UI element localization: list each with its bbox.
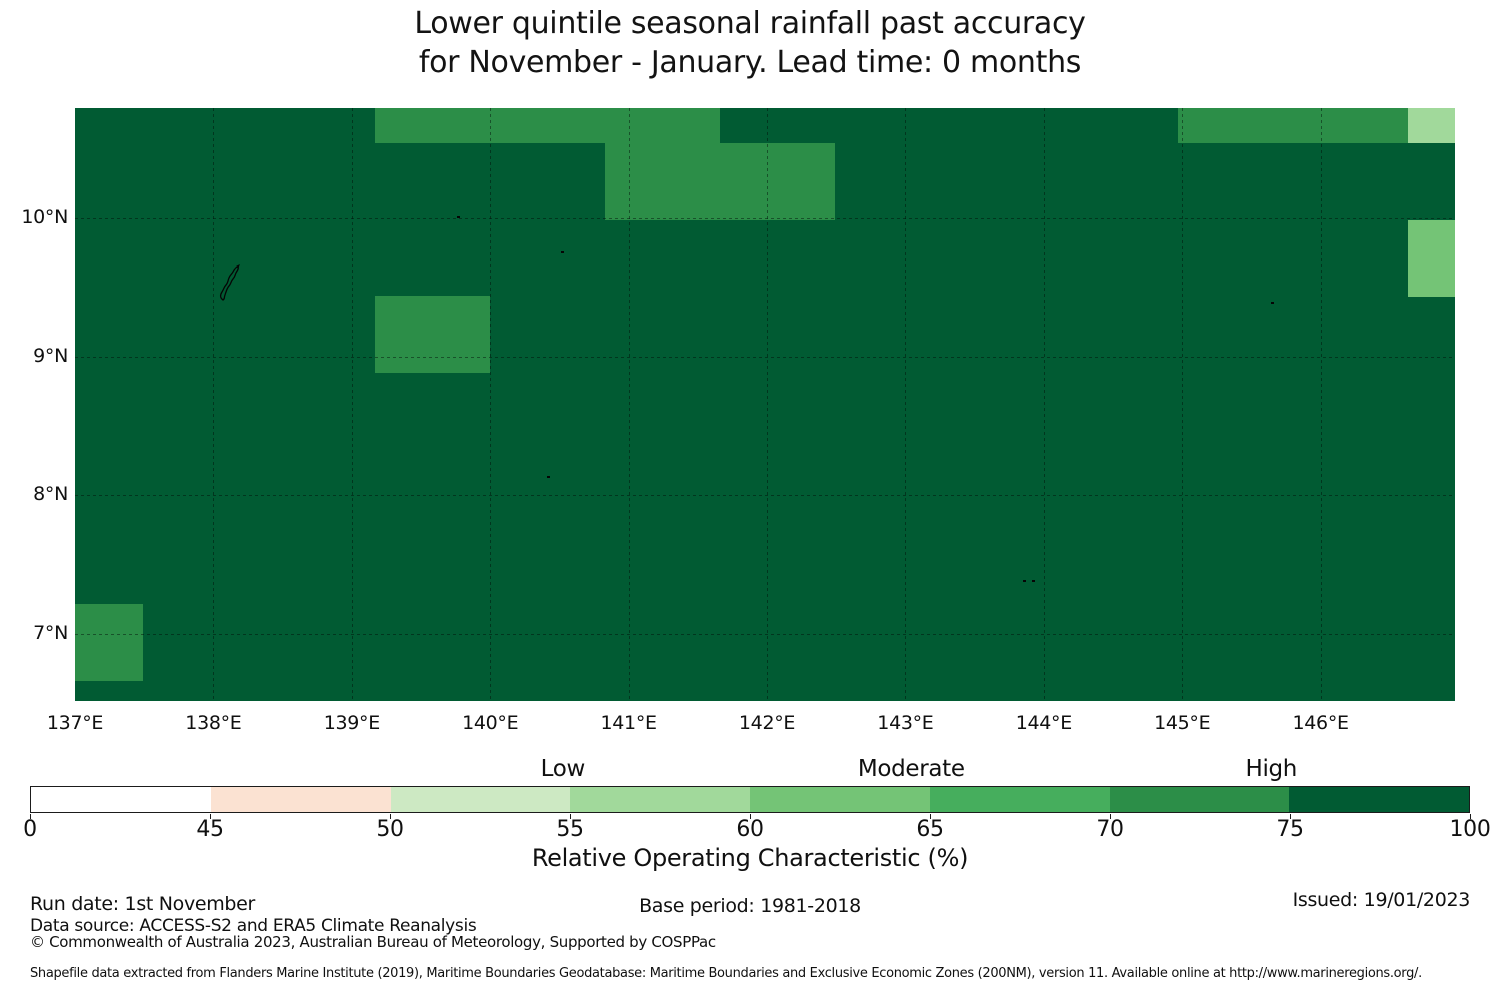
colorbar-tick-label: 65 (916, 817, 944, 842)
yap-island-outline (219, 264, 240, 301)
roc-map (75, 108, 1455, 701)
x-tick-label: 144°E (1015, 712, 1072, 734)
chart-title-line2: for November - January. Lead time: 0 mon… (418, 45, 1082, 80)
colorbar-tick (570, 814, 572, 819)
colorbar (30, 786, 1470, 813)
atoll-speck (1031, 579, 1035, 582)
chart-title-line1: Lower quintile seasonal rainfall past ac… (414, 6, 1086, 41)
data-source-text: Data source: ACCESS-S2 and ERA5 Climate … (30, 916, 477, 936)
x-tick-label: 137°E (46, 712, 104, 734)
base-period-text: Base period: 1981-2018 (639, 895, 861, 917)
colorbar-band-label-moderate: Moderate (857, 756, 965, 782)
y-tick-label: 8°N (33, 483, 68, 506)
roc-cell-60-65 (1407, 219, 1455, 298)
x-tick-label: 145°E (1154, 712, 1211, 734)
x-tick-label: 140°E (462, 712, 519, 734)
x-tick-label: 138°E (185, 712, 242, 734)
roc-cell-70-75 (75, 604, 143, 681)
run-date-text: Run date: 1st November (30, 893, 256, 915)
colorbar-tick (930, 814, 932, 819)
x-tick-label: 142°E (738, 712, 796, 734)
roc-cell-70-75 (605, 143, 835, 220)
y-tick-label: 7°N (33, 621, 68, 644)
meridian-gridline (351, 108, 353, 701)
x-tick-label: 139°E (323, 712, 380, 734)
colorbar-tick-label: 45 (196, 817, 224, 842)
y-tick-label: 9°N (33, 344, 68, 367)
colorbar-segment-50-55 (390, 787, 571, 812)
parallel-gridline (75, 356, 1455, 358)
x-tick-label: 146°E (1292, 712, 1349, 734)
x-tick-label: 143°E (877, 712, 934, 734)
colorbar-axis-label: Relative Operating Characteristic (%) (531, 844, 969, 872)
meridian-gridline (767, 108, 768, 701)
atoll-speck (547, 476, 551, 479)
parallel-gridline (75, 633, 1455, 635)
colorbar-segment-0-45 (31, 787, 211, 812)
meridian-gridline (905, 108, 907, 701)
colorbar-tick (750, 814, 752, 819)
colorbar-tick-label: 50 (376, 817, 404, 842)
colorbar-tick-label: 0 (23, 817, 37, 842)
shapefile-attribution-text: Shapefile data extracted from Flanders M… (30, 966, 1422, 981)
colorbar-segment-60-65 (750, 787, 930, 812)
atoll-speck (561, 250, 565, 253)
colorbar-band-label-low: Low (540, 756, 586, 782)
parallel-gridline (75, 218, 1455, 220)
x-tick-label: 141°E (600, 712, 657, 734)
colorbar-tick-label: 70 (1096, 817, 1124, 842)
colorbar-segment-70-75 (1109, 787, 1290, 812)
meridian-gridline (490, 108, 492, 701)
colorbar-tick-label: 60 (736, 817, 764, 842)
meridian-gridline (628, 108, 630, 701)
roc-cell-55-60 (1407, 108, 1455, 144)
colorbar-segment-45-50 (210, 787, 391, 812)
colorbar-tick-label: 55 (556, 817, 584, 842)
colorbar-tick-label: 75 (1276, 817, 1304, 842)
roc-cell-70-75 (375, 295, 491, 374)
colorbar-tick (1290, 814, 1292, 819)
atoll-speck (1023, 579, 1027, 582)
colorbar-tick (210, 814, 212, 819)
colorbar-segment-75-100 (1289, 787, 1469, 812)
colorbar-segment-65-70 (929, 787, 1110, 812)
parallel-gridline (75, 495, 1455, 497)
colorbar-tick (1110, 814, 1112, 819)
colorbar-tick-label: 100 (1449, 817, 1491, 842)
y-tick-label: 10°N (21, 206, 68, 229)
colorbar-tick (1470, 814, 1472, 819)
meridian-gridline (1182, 108, 1184, 701)
atoll-speck (1271, 301, 1275, 304)
meridian-gridline (1320, 108, 1322, 701)
roc-cell-70-75 (1178, 108, 1408, 144)
colorbar-tick (390, 814, 392, 819)
issued-date-text: Issued: 19/01/2023 (1292, 889, 1471, 911)
meridian-gridline (1043, 108, 1045, 701)
atoll-speck (457, 215, 461, 218)
colorbar-band-label-high: High (1245, 756, 1298, 782)
chart-title: Lower quintile seasonal rainfall past ac… (0, 4, 1500, 82)
roc-cell-70-75 (375, 108, 720, 144)
colorbar-tick (30, 814, 32, 819)
meridian-gridline (213, 108, 215, 701)
copyright-text: © Commonwealth of Australia 2023, Austra… (30, 933, 716, 951)
colorbar-segment-55-60 (570, 787, 750, 812)
